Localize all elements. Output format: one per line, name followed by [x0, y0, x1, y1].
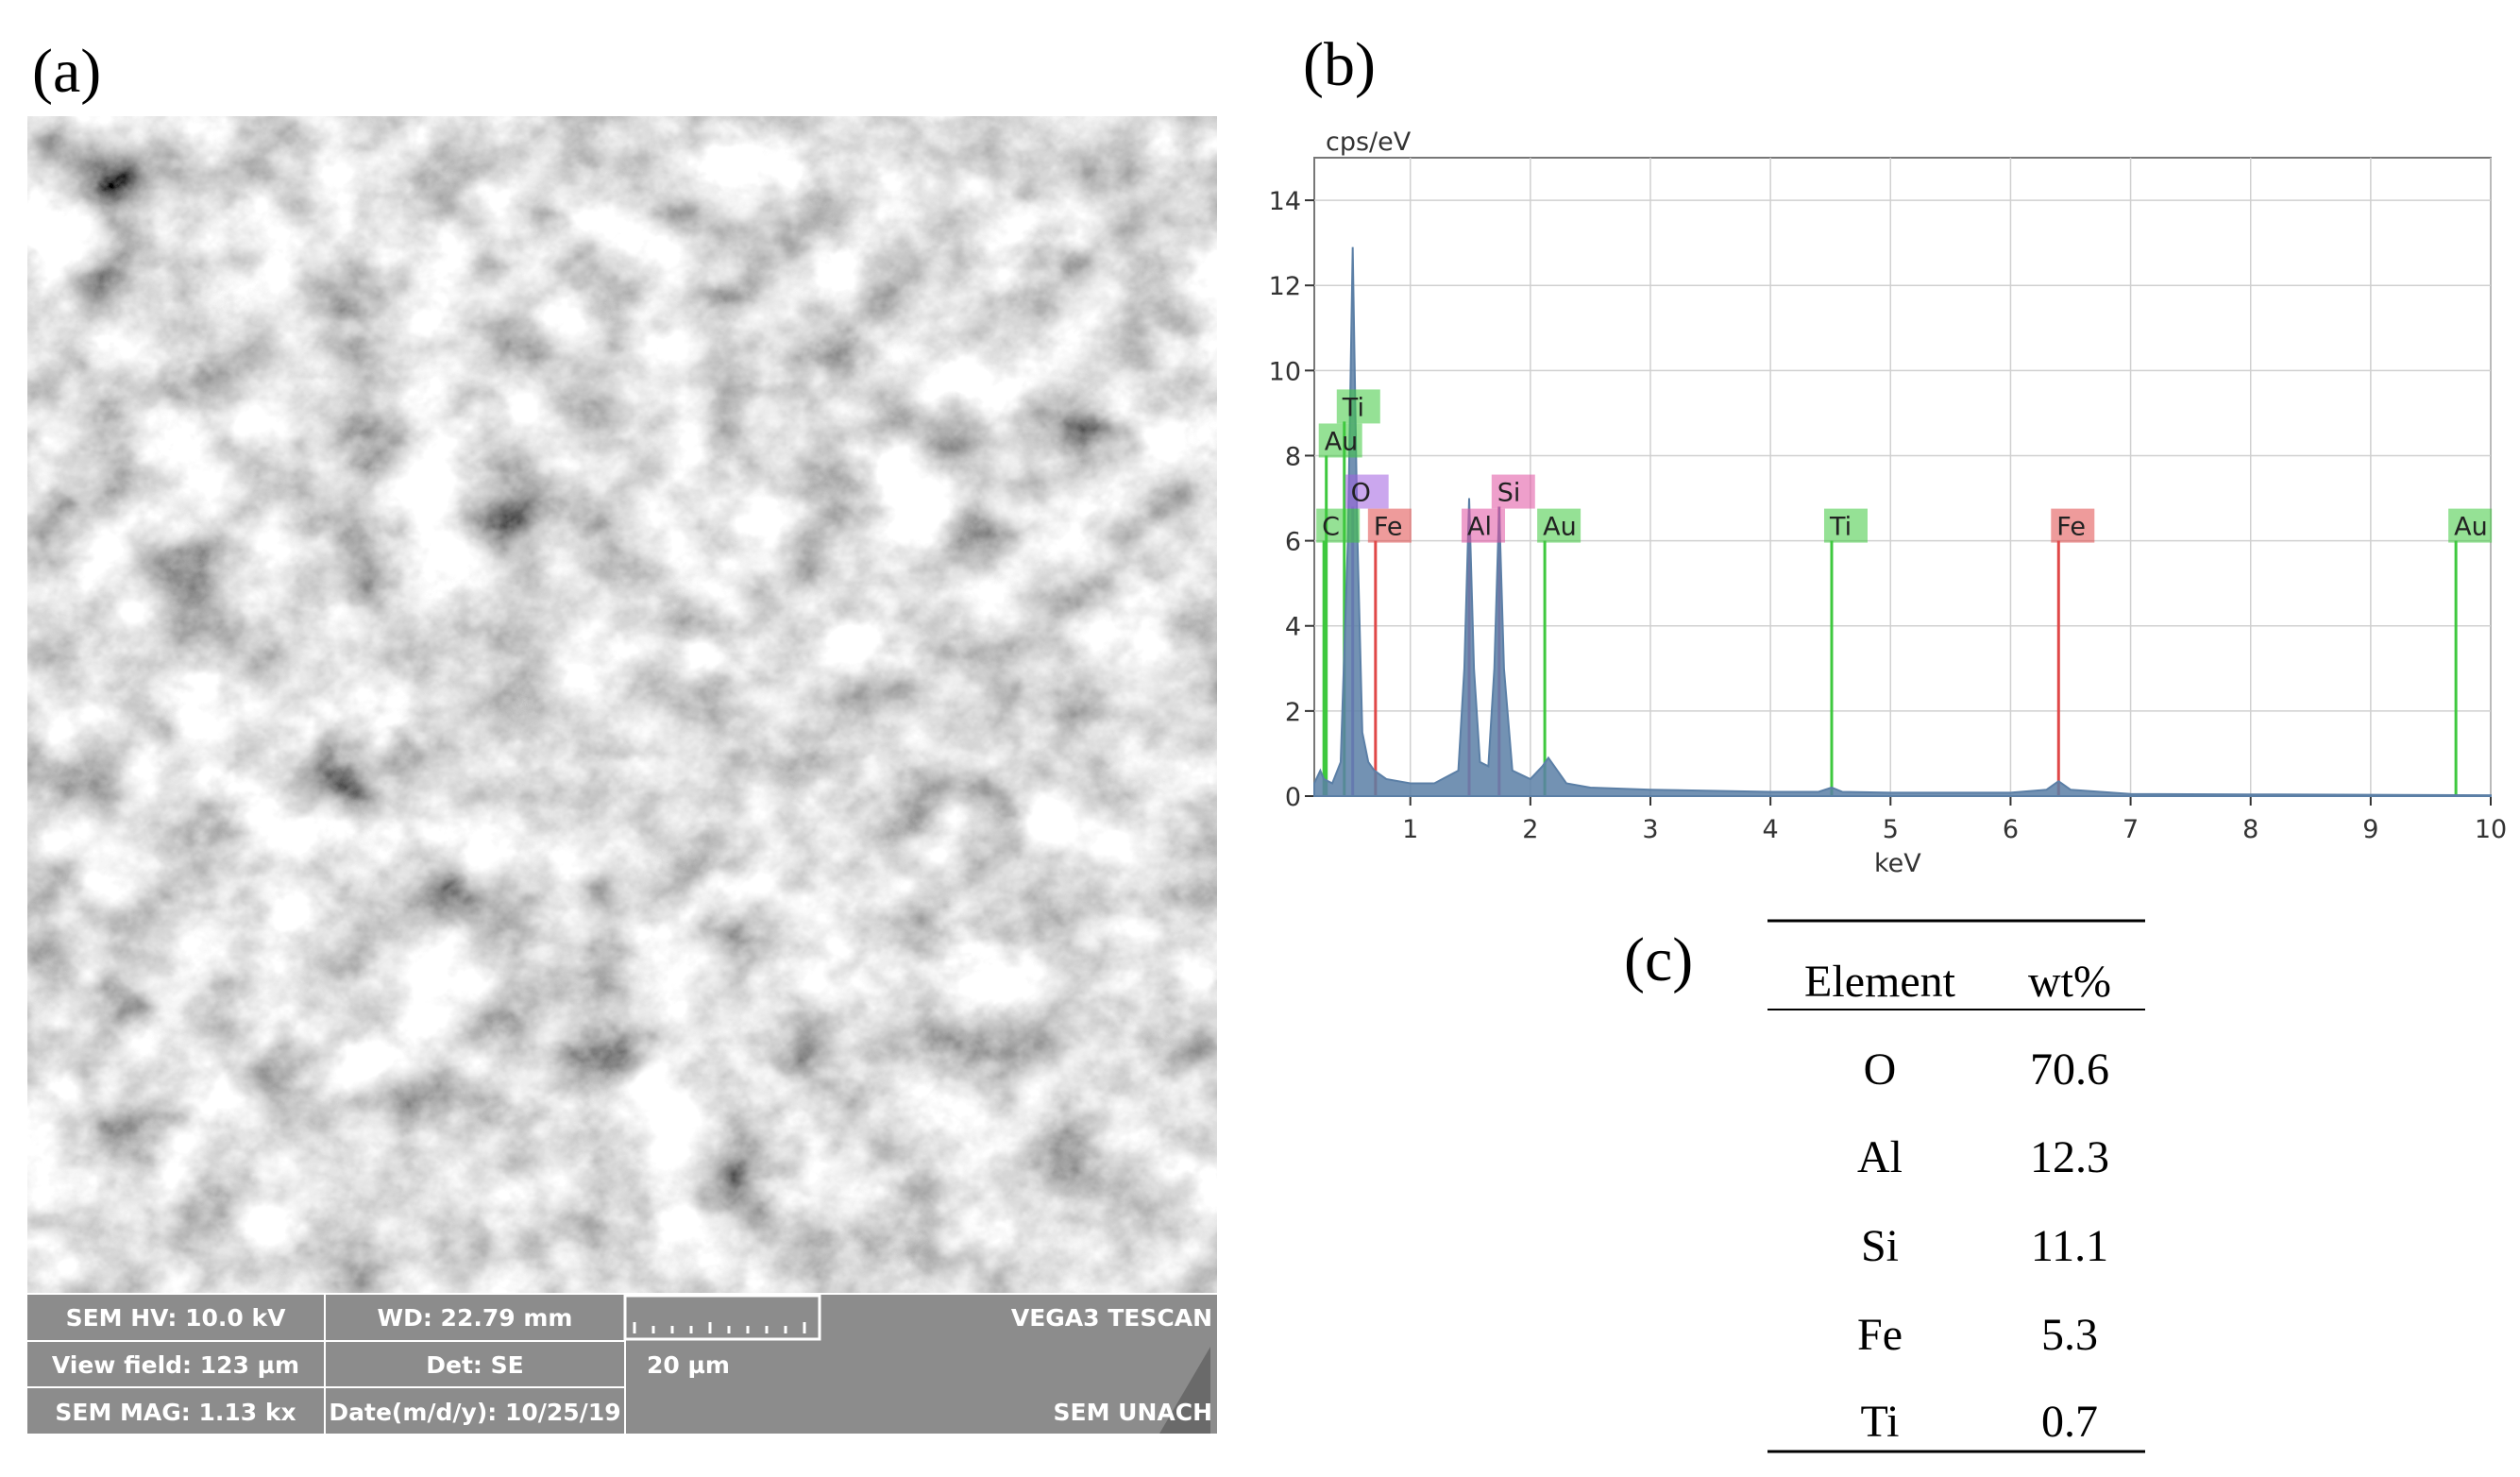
- sem-info-label: WD: 22.79 mm: [378, 1304, 573, 1332]
- x-tick-label: 10: [2475, 815, 2507, 844]
- table-cell: Fe: [1857, 1310, 1903, 1360]
- sem-image: [27, 116, 1217, 1294]
- composition-table: Element wt% O 70.6 Al 12.3 Si 11.1 Fe 5.3 Ti 0.7: [1767, 919, 2145, 1453]
- element-label: Ti: [1342, 393, 1364, 422]
- table-cell: Si: [1861, 1221, 1899, 1271]
- element-label: Fe: [1374, 513, 1403, 542]
- element-label-box: [1491, 474, 1535, 509]
- element-label-box: [1537, 508, 1581, 543]
- table-cell: 12.3: [2030, 1132, 2109, 1182]
- element-label: O: [1351, 479, 1371, 508]
- sem-info-label: SEM UNACH: [1053, 1399, 1212, 1426]
- table-header: Element: [1804, 957, 1956, 1007]
- y-tick-label: 14: [1269, 187, 1301, 216]
- sem-info-text: SEM HV: 10.0 kV WD: 22.79 mm VEGA3 TESCAN V…: [52, 1304, 1212, 1426]
- x-tick-label: 7: [2123, 815, 2139, 844]
- sem-info-bar: [27, 1294, 1217, 1434]
- table-cell: Ti: [1861, 1397, 1900, 1447]
- x-tick-label: 9: [2362, 815, 2378, 844]
- element-label: C: [1322, 513, 1340, 542]
- spectrum-area: [1313, 246, 2492, 797]
- x-tick-label: 6: [2003, 815, 2019, 844]
- x-tick-label: 1: [1402, 815, 1418, 844]
- y-tick-label: 6: [1285, 528, 1301, 557]
- sem-info-label: View field: 123 µm: [52, 1351, 299, 1379]
- panel-label: (c): [1624, 925, 1693, 994]
- element-label-box: [1345, 474, 1389, 509]
- x-axis-label: keV: [1874, 849, 1921, 878]
- element-label-box: [2051, 508, 2095, 543]
- y-tick-label: 12: [1269, 272, 1301, 301]
- element-label: Au: [1325, 427, 1359, 456]
- table-cell: 11.1: [2031, 1221, 2108, 1271]
- y-tick-label: 10: [1269, 357, 1301, 386]
- element-label: Fe: [2056, 513, 2086, 542]
- y-axis-label: cps/eV: [1326, 127, 1412, 157]
- element-label-box: [1367, 508, 1412, 543]
- y-tick-label: 0: [1285, 783, 1301, 812]
- panel-label: (a): [32, 37, 101, 106]
- plot-area: [1313, 157, 2492, 797]
- element-label-box: [1823, 508, 1868, 543]
- sem-info-label: 20 µm: [647, 1351, 730, 1379]
- element-label: Al: [1467, 513, 1492, 542]
- sem-info-label: SEM HV: 10.0 kV: [66, 1304, 287, 1332]
- scale-bar: [623, 1294, 821, 1341]
- table-cell: O: [1864, 1044, 1897, 1095]
- y-tick-label: 8: [1285, 442, 1301, 471]
- sem-info-label: VEGA3 TESCAN: [1011, 1304, 1212, 1332]
- x-tick-label: 4: [1763, 815, 1779, 844]
- element-label: Au: [2454, 513, 2488, 542]
- sem-info-label: SEM MAG: 1.13 kx: [55, 1399, 296, 1426]
- x-tick-label: 8: [2242, 815, 2258, 844]
- element-label-box: [2448, 508, 2493, 543]
- sem-info-label: Det: SE: [426, 1351, 523, 1379]
- y-tick-label: 2: [1285, 698, 1301, 727]
- element-label: Ti: [1829, 513, 1852, 542]
- table-header: wt%: [2028, 957, 2111, 1007]
- table-cell: 5.3: [2041, 1310, 2098, 1360]
- element-label: Au: [1543, 513, 1577, 542]
- panel-labels: (a) (b) (c): [32, 30, 1693, 994]
- element-label-box: [1462, 508, 1506, 543]
- panel-label: (b): [1303, 30, 1376, 99]
- logo: [1159, 1347, 1210, 1434]
- element-label-box: [1318, 423, 1362, 458]
- element-label-box: [1316, 508, 1361, 543]
- x-tick-label: 2: [1522, 815, 1538, 844]
- table-cell: Al: [1857, 1132, 1903, 1182]
- sem-info-label: Date(m/d/y): 10/25/19: [329, 1399, 620, 1426]
- element-label: Si: [1497, 479, 1521, 508]
- x-tick-label: 3: [1642, 815, 1658, 844]
- table-cell: 70.6: [2030, 1044, 2109, 1095]
- table-cell: 0.7: [2041, 1397, 2098, 1447]
- y-tick-label: 4: [1285, 613, 1301, 642]
- x-tick-label: 5: [1883, 815, 1899, 844]
- element-label-box: [1336, 389, 1380, 424]
